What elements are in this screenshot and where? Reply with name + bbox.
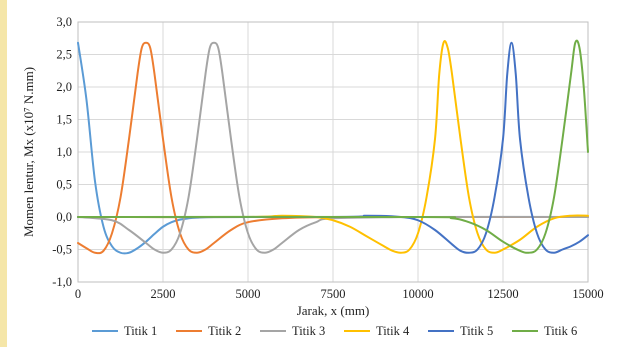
x-tick-label: 10000: [402, 287, 433, 301]
series-line-titik-6: [77, 39, 589, 254]
y-axis-title: Momen lentur, Mx (x10⁷ N.mm): [21, 67, 36, 237]
y-tick-label: 1,0: [56, 145, 72, 159]
legend-label-titik-2: Titik 2: [208, 324, 241, 338]
tick-label-layer: -1,0 -0,5 0,0 0,5 1,0 1,5 2,0 2,5 3,0 0 2500 5000 75…: [52, 15, 603, 301]
y-tick-label: 1,5: [56, 113, 72, 127]
y-tick-label: 0,0: [56, 210, 72, 224]
series-line-titik-2: [77, 41, 589, 255]
grid-layer: [77, 21, 589, 283]
legend-label-titik-4: Titik 4: [376, 324, 410, 338]
x-tick-label: 2500: [151, 287, 176, 301]
x-tick-label: 15000: [572, 287, 603, 301]
series-layer: [77, 39, 589, 255]
y-tick-label: 2,5: [56, 48, 72, 62]
x-tick-label: 12500: [487, 287, 518, 301]
x-tick-label: 7500: [321, 287, 346, 301]
y-tick-label: 3,0: [56, 15, 72, 29]
series-line-titik-4: [77, 40, 589, 254]
y-tick-label: 0,5: [56, 178, 72, 192]
x-tick-label: 5000: [236, 287, 261, 301]
legend-label-titik-6: Titik 6: [544, 324, 577, 338]
left-accent-strip: [0, 0, 7, 347]
legend-label-titik-3: Titik 3: [292, 324, 325, 338]
legend-label-titik-5: Titik 5: [460, 324, 493, 338]
x-tick-label: 0: [75, 287, 81, 301]
legend: Titik 1 Titik 2 Titik 3 Titik 4 Titik 5 Titik…: [92, 324, 577, 338]
x-axis-title: Jarak, x (mm): [297, 303, 370, 318]
y-tick-label: -0,5: [52, 243, 72, 257]
y-tick-label: 2,0: [56, 80, 72, 94]
y-tick-label: -1,0: [52, 275, 72, 289]
legend-label-titik-1: Titik 1: [124, 324, 157, 338]
series-line-titik-3: [77, 41, 589, 254]
